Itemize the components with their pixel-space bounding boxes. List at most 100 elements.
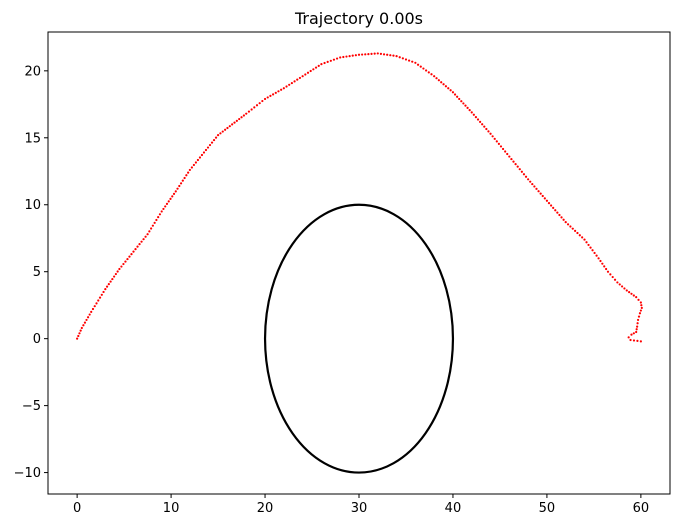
trajectory-point — [566, 223, 570, 226]
trajectory-point — [442, 83, 445, 86]
trajectory-point — [453, 93, 457, 96]
trajectory-point — [533, 185, 536, 188]
trajectory-point — [635, 330, 638, 334]
trajectory-point — [130, 253, 133, 256]
obstacle-ellipse — [263, 203, 455, 474]
trajectory-point — [367, 52, 370, 56]
trajectory-point — [247, 110, 251, 113]
trajectory-point — [150, 227, 153, 230]
trajectory-point — [489, 132, 492, 135]
trajectory-point — [518, 168, 521, 171]
trajectory-point — [335, 57, 339, 60]
trajectory-point — [274, 91, 277, 94]
trajectory-point — [255, 104, 259, 107]
trajectory-point — [379, 52, 383, 55]
trajectory-point — [422, 67, 425, 70]
y-tick-label: 0 — [33, 332, 41, 347]
trajectory-point — [164, 205, 167, 208]
trajectory-point — [151, 224, 154, 227]
trajectory-point — [204, 148, 208, 152]
trajectory-point — [585, 241, 588, 244]
trajectory-point — [508, 155, 511, 158]
trajectory-point — [547, 202, 551, 205]
trajectory-point — [160, 210, 163, 213]
trajectory-point — [527, 178, 530, 181]
trajectory-point — [293, 80, 296, 83]
trajectory-point — [589, 246, 592, 249]
trajectory-point — [288, 83, 291, 86]
trajectory-point — [637, 315, 641, 318]
trajectory-point — [185, 174, 188, 177]
trajectory-point — [306, 71, 310, 74]
trajectory-point — [611, 275, 614, 279]
trajectory-point — [258, 102, 261, 105]
trajectory-point — [556, 211, 559, 214]
trajectory-point — [578, 234, 581, 237]
trajectory-point — [296, 78, 299, 81]
trajectory-point — [271, 93, 275, 96]
trajectory-point — [456, 95, 459, 98]
trajectory-point — [636, 325, 639, 328]
trajectory-point — [301, 75, 304, 78]
trajectory-point — [82, 324, 85, 327]
trajectory-point — [98, 296, 102, 299]
trajectory-point — [323, 61, 326, 65]
x-tick-label: 20 — [257, 501, 274, 516]
trajectory-point — [100, 293, 103, 296]
plot-area — [76, 52, 643, 474]
y-tick-label: 15 — [24, 131, 41, 146]
trajectory-point — [111, 277, 114, 281]
trajectory-point — [470, 111, 473, 114]
trajectory-point — [79, 329, 82, 332]
trajectory-point — [200, 153, 204, 157]
trajectory-point — [474, 116, 478, 119]
trajectory-point — [599, 259, 602, 263]
trajectory-point — [179, 182, 183, 185]
trajectory-point — [401, 57, 404, 60]
trajectory-point — [472, 113, 475, 116]
trajectory-point — [124, 260, 127, 263]
trajectory-point — [603, 265, 606, 268]
trajectory-point — [171, 195, 174, 198]
trajectory-point — [221, 130, 224, 133]
trajectory-point — [228, 125, 231, 128]
trajectory-point — [605, 267, 608, 271]
trajectory-point — [637, 298, 640, 301]
trajectory-point — [632, 332, 635, 335]
trajectory-point — [386, 53, 389, 56]
trajectory-point — [522, 173, 526, 176]
trajectory-point — [364, 53, 367, 56]
trajectory-point — [231, 123, 234, 126]
trajectory-point — [113, 275, 116, 278]
trajectory-point — [562, 218, 565, 221]
trajectory-point — [188, 168, 191, 172]
trajectory-point — [235, 119, 238, 122]
trajectory-point — [630, 292, 633, 295]
trajectory-point — [357, 53, 361, 56]
trajectory-point — [376, 52, 379, 55]
trajectory-point — [636, 339, 639, 342]
trajectory-point — [497, 142, 500, 145]
trajectory-point — [90, 310, 93, 313]
trajectory-point — [114, 272, 117, 276]
trajectory-point — [91, 307, 95, 311]
trajectory-point — [638, 312, 642, 315]
trajectory-point — [512, 160, 515, 163]
trajectory-point — [408, 59, 411, 62]
trajectory-point — [398, 56, 401, 59]
trajectory-point — [261, 99, 264, 103]
x-tick-label: 40 — [445, 501, 462, 516]
trajectory-point — [212, 138, 216, 142]
trajectory-point — [80, 326, 83, 330]
trajectory-point — [635, 328, 638, 331]
trajectory-point — [83, 321, 87, 324]
trajectory-point — [298, 76, 302, 80]
trajectory-point — [140, 240, 143, 243]
trajectory-point — [560, 216, 563, 219]
trajectory-point — [395, 55, 398, 58]
trajectory-point — [437, 79, 440, 82]
trajectory-point — [618, 283, 621, 286]
trajectory-point — [591, 249, 594, 252]
trajectory-point — [404, 58, 408, 61]
